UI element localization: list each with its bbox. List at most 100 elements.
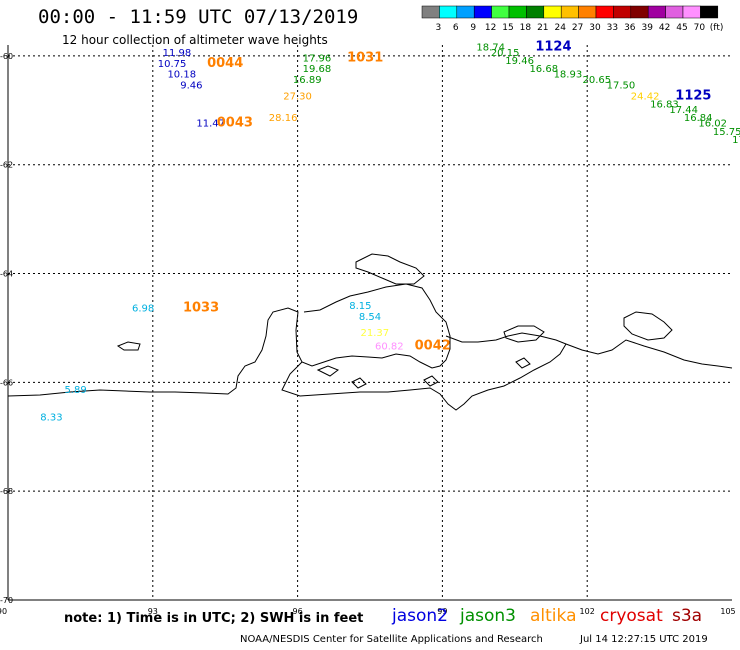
coastline [7, 253, 733, 411]
legend-swatch [491, 5, 510, 19]
wave-height-value: 16.68 [529, 64, 558, 75]
legend-label: 45 [676, 23, 687, 33]
latitude-tick-label: -62 [0, 161, 13, 170]
wave-height-value: 17.14 [732, 135, 740, 146]
legend-label: 3 [436, 23, 442, 33]
legend-label: 39 [641, 23, 653, 33]
legend-label: 27 [572, 23, 583, 33]
graticule: 90 93 96 99 102 105 -60 -62 -64 -66 -68 -70 [0, 45, 736, 616]
wave-height-value: 17.44 [669, 105, 698, 116]
legend-label: 18 [520, 23, 532, 33]
legend-swatch [526, 5, 545, 19]
longitude-tick-label: 96 [293, 607, 303, 616]
pass-time-label: 1033 [183, 301, 219, 316]
wave-height-value: 16.83 [650, 100, 679, 111]
island-east-2 [623, 311, 673, 341]
wave-height-value: 10.18 [167, 70, 196, 81]
legend-swatch [630, 5, 649, 19]
wave-height-value: 5.89 [64, 385, 86, 396]
wave-height-value: 27.30 [283, 91, 312, 102]
wave-height-value: 10.75 [158, 59, 187, 70]
wave-height-value: 20.15 [491, 48, 520, 59]
pass-time-label: 1031 [347, 50, 383, 65]
pass-time-label: 0043 [217, 116, 253, 131]
longitude-tick-label: 90 [0, 607, 7, 616]
island-small-1 [316, 365, 340, 377]
wave-height-value: 11.47 [196, 119, 225, 130]
coastline-southwest [281, 343, 567, 411]
pass-time-label: 1125 [675, 88, 711, 103]
map-title: 00:00 - 11:59 UTC 07/13/2019 [38, 6, 359, 28]
antarctic-coastline [7, 283, 451, 397]
wave-height-value: 16.02 [698, 119, 727, 130]
wave-height-value: 18.74 [476, 42, 505, 53]
latitude-tick-label: -64 [0, 270, 13, 279]
wave-height-value: 16.84 [684, 113, 713, 124]
wave-height-value: 19.68 [303, 64, 332, 75]
wave-height-value: 8.15 [349, 301, 371, 312]
legend-swatch [473, 5, 492, 19]
wave-height-value: 11.98 [163, 48, 192, 59]
footer-credit: NOAA/NESDIS Center for Satellite Applica… [240, 634, 543, 645]
legend-label: 9 [470, 23, 476, 33]
longitude-tick-label: 102 [580, 607, 595, 616]
legend-label: 33 [607, 23, 618, 33]
legend-label: 36 [624, 23, 636, 33]
legend-swatch [560, 5, 579, 19]
wave-height-value: 16.89 [293, 75, 322, 86]
island-small-2 [351, 377, 367, 389]
latitude-tick-label: -70 [0, 596, 13, 605]
coastline-east [445, 332, 733, 369]
wave-height-value: 21.37 [361, 328, 390, 339]
legend-label: 24 [554, 23, 566, 33]
mission-s3a: s3a [672, 606, 703, 626]
wave-height-value: 18.93 [554, 70, 583, 81]
island-north [355, 253, 425, 285]
island-small-3 [423, 375, 439, 387]
legend-label: 6 [453, 23, 459, 33]
pass-time-labels: 0044 0043 1031 1033 0042 1124 1125 [183, 39, 712, 353]
units-note: note: 1) Time is in UTC; 2) SWH is in fe… [64, 611, 364, 626]
island-small-4 [515, 357, 531, 369]
mission-jason2: jason2 [392, 606, 448, 626]
legend-label: 42 [659, 23, 670, 33]
wave-height-value: 20.65 [583, 75, 612, 86]
wave-height-value: 17.50 [607, 81, 636, 92]
legend-swatch [456, 5, 475, 19]
wave-height-value: 8.54 [359, 312, 381, 323]
wave-height-value: 28.16 [269, 113, 298, 124]
wave-height-value: 60.82 [375, 342, 404, 353]
legend-label: 15 [502, 23, 513, 33]
legend: 3 6 9 12 15 18 21 24 27 30 33 36 39 42 45 70 (ft) [421, 5, 724, 33]
legend-swatch [439, 5, 458, 19]
legend-unit: (ft) [710, 23, 724, 33]
wave-height-value: 19.46 [505, 56, 534, 67]
latitude-tick-label: -60 [0, 52, 13, 61]
mission-cryosat: cryosat [600, 606, 663, 626]
pass-time-label: 0042 [415, 339, 451, 354]
legend-swatch [508, 5, 527, 19]
island-west [116, 341, 141, 351]
wave-height-value: 9.46 [180, 81, 202, 92]
legend-label: 12 [485, 23, 496, 33]
footer-timestamp: Jul 14 12:27:15 UTC 2019 [580, 634, 708, 645]
wave-height-value: 15.75 [713, 127, 740, 138]
mission-altika: altika [530, 606, 577, 626]
legend-swatch [682, 5, 701, 19]
legend-label: 70 [694, 23, 706, 33]
island-east-1 [503, 325, 545, 343]
legend-label: 30 [589, 23, 601, 33]
legend-swatch [647, 5, 666, 19]
wave-height-value: 6.98 [132, 304, 154, 315]
wave-height-value: 24.42 [631, 91, 660, 102]
wave-height-value: 17.96 [303, 53, 332, 64]
map-subtitle: 12 hour collection of altimeter wave hei… [62, 33, 328, 47]
legend-label: 21 [537, 23, 548, 33]
legend-swatch [595, 5, 614, 19]
legend-swatch [578, 5, 597, 19]
longitude-tick-label: 99 [437, 607, 447, 616]
longitude-tick-label: 93 [148, 607, 158, 616]
